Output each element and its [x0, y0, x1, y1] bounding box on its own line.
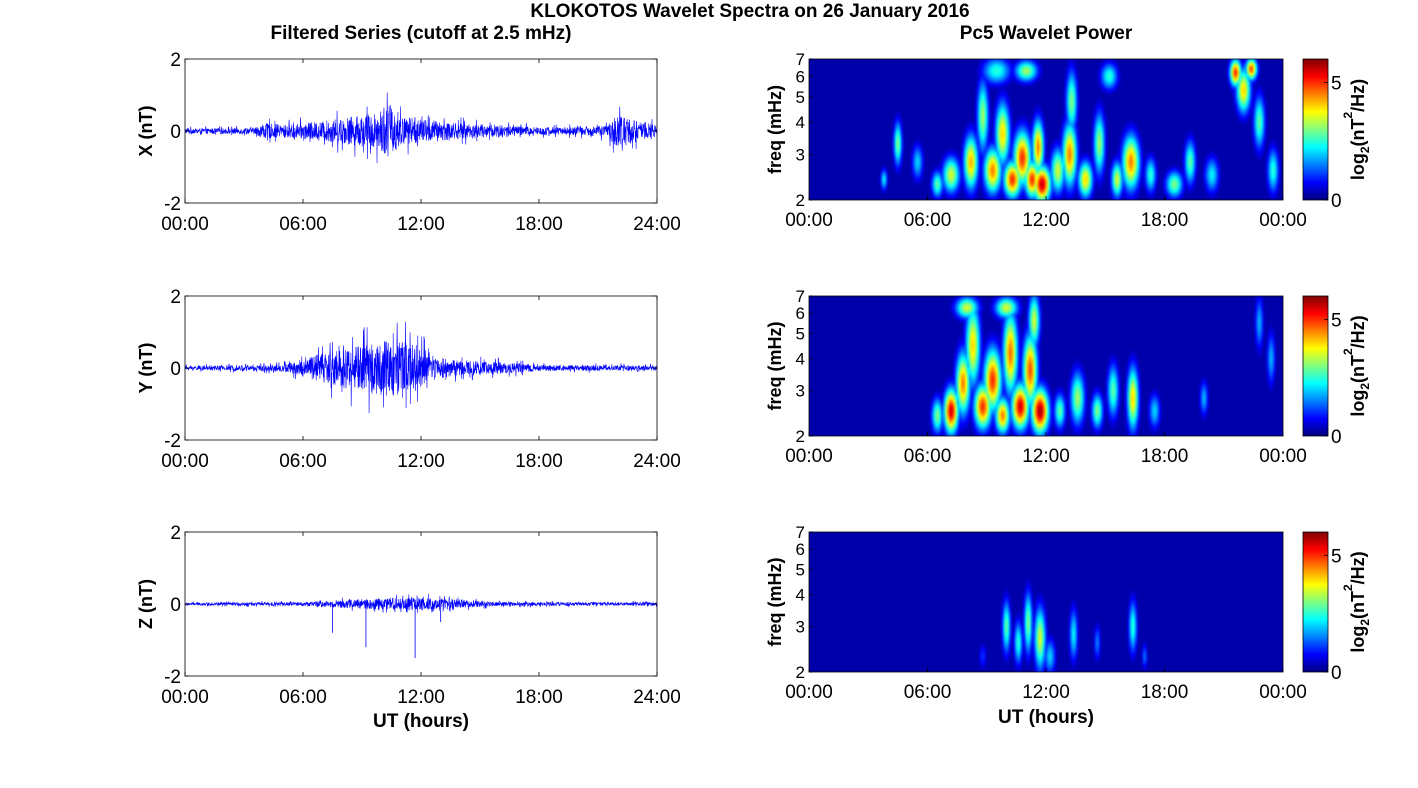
y-axis-label: freq (mHz) — [765, 321, 785, 410]
x-tick-label: 00:00 — [161, 451, 209, 472]
y-tick-label: 2 — [796, 191, 805, 210]
y-tick-label: 3 — [796, 382, 805, 401]
colorbar-tick-label: 0 — [1331, 663, 1342, 684]
x-tick-label: 06:00 — [904, 210, 952, 231]
y-tick-label: 5 — [796, 88, 805, 107]
signal-line-x — [184, 92, 658, 164]
x-tick-label: 00:00 — [161, 214, 209, 235]
x-tick-label: 18:00 — [1141, 210, 1189, 231]
x-tick-label: 18:00 — [1141, 682, 1189, 703]
y-tick-label: 3 — [796, 618, 805, 637]
signal-line-z — [184, 593, 658, 613]
x-tick-label: 00:00 — [1259, 446, 1307, 467]
x-tick-label: 06:00 — [904, 446, 952, 467]
y-tick-label: 7 — [796, 50, 805, 69]
y-tick-label: 5 — [796, 325, 805, 344]
x-tick-label: 00:00 — [785, 682, 833, 703]
time-series-panel-y: 00:00 06:00 12:00 18:00 24:00 -2 0 2 Y (nT) — [136, 287, 681, 472]
colorbar-tick-label: 5 — [1331, 310, 1342, 331]
y-tick-label: 0 — [170, 122, 181, 143]
y-tick-label: 2 — [170, 287, 181, 308]
x-tick-label: 24:00 — [633, 451, 681, 472]
left-column-title: Filtered Series (cutoff at 2.5 mHz) — [271, 23, 572, 44]
y-tick-label: 7 — [796, 523, 805, 542]
x-tick-label: 06:00 — [279, 451, 327, 472]
y-tick-label: 2 — [796, 427, 805, 446]
y-tick-label: 6 — [796, 304, 805, 323]
colorbar-label: log2(nT2/Hz) — [1341, 79, 1372, 180]
y-tick-label: 0 — [170, 595, 181, 616]
signal-line-y — [184, 321, 658, 414]
right-x-axis-label: UT (hours) — [998, 707, 1094, 728]
colorbar-label: log2(nT2/Hz) — [1341, 315, 1372, 416]
colorbar-gradient — [1302, 58, 1329, 201]
x-tick-label: 18:00 — [515, 687, 563, 708]
x-tick-label: 12:00 — [1022, 682, 1070, 703]
time-series-panel-z: 00:00 06:00 12:00 18:00 24:00 -2 0 2 Z (nT) — [136, 523, 681, 708]
x-tick-label: 18:00 — [515, 214, 563, 235]
x-tick-label: 24:00 — [633, 687, 681, 708]
y-tick-label: 2 — [170, 50, 181, 71]
x-tick-label: 00:00 — [1259, 210, 1307, 231]
x-tick-label: 00:00 — [785, 446, 833, 467]
x-tick-label: 12:00 — [397, 687, 445, 708]
x-tick-label: 06:00 — [279, 214, 327, 235]
y-tick-label: 6 — [796, 540, 805, 559]
figure-title: KLOKOTOS Wavelet Spectra on 26 January 2… — [530, 1, 969, 22]
x-tick-label: 00:00 — [1259, 682, 1307, 703]
y-tick-label: 0 — [170, 359, 181, 380]
y-tick-label: 6 — [796, 67, 805, 86]
colorbar-gradient — [1302, 531, 1329, 673]
y-axis-label: Y (nT) — [136, 343, 156, 394]
y-tick-label: 2 — [796, 663, 805, 682]
y-tick-label: -2 — [164, 667, 181, 688]
left-x-axis-label: UT (hours) — [373, 711, 469, 732]
y-tick-label: 4 — [796, 350, 805, 369]
y-tick-label: 5 — [796, 561, 805, 580]
right-column-title: Pc5 Wavelet Power — [960, 23, 1133, 44]
x-tick-label: 00:00 — [785, 210, 833, 231]
x-tick-label: 12:00 — [1022, 446, 1070, 467]
x-tick-label: 00:00 — [161, 687, 209, 708]
time-series-panel-x: 00:00 06:00 12:00 18:00 24:00 -2 0 2 X (nT) — [136, 50, 681, 235]
colorbar-tick-label: 0 — [1331, 427, 1342, 448]
y-tick-label: -2 — [164, 194, 181, 215]
y-tick-label: 2 — [170, 523, 181, 544]
wavelet-power-map — [809, 296, 1283, 436]
y-tick-label: -2 — [164, 431, 181, 452]
wavelet-power-map — [809, 532, 1283, 672]
colorbar-tick-label: 0 — [1331, 191, 1342, 212]
y-axis-label: freq (mHz) — [765, 557, 785, 646]
y-axis-label: X (nT) — [136, 106, 156, 157]
x-tick-label: 24:00 — [633, 214, 681, 235]
y-tick-label: 4 — [796, 586, 805, 605]
x-tick-label: 12:00 — [397, 451, 445, 472]
wavelet-power-map — [809, 59, 1283, 200]
x-tick-label: 12:00 — [1022, 210, 1070, 231]
y-axis-label: freq (mHz) — [765, 85, 785, 174]
x-tick-label: 12:00 — [397, 214, 445, 235]
colorbar-tick-label: 5 — [1331, 546, 1342, 567]
y-tick-label: 7 — [796, 287, 805, 306]
x-tick-label: 18:00 — [515, 451, 563, 472]
colorbar-label: log2(nT2/Hz) — [1341, 551, 1372, 652]
x-tick-label: 06:00 — [904, 682, 952, 703]
y-tick-label: 3 — [796, 145, 805, 164]
colorbar-gradient — [1302, 295, 1329, 437]
x-tick-label: 06:00 — [279, 687, 327, 708]
y-tick-label: 4 — [796, 113, 805, 132]
y-axis-label: Z (nT) — [136, 579, 156, 629]
x-tick-label: 18:00 — [1141, 446, 1189, 467]
colorbar-tick-label: 5 — [1331, 74, 1342, 95]
